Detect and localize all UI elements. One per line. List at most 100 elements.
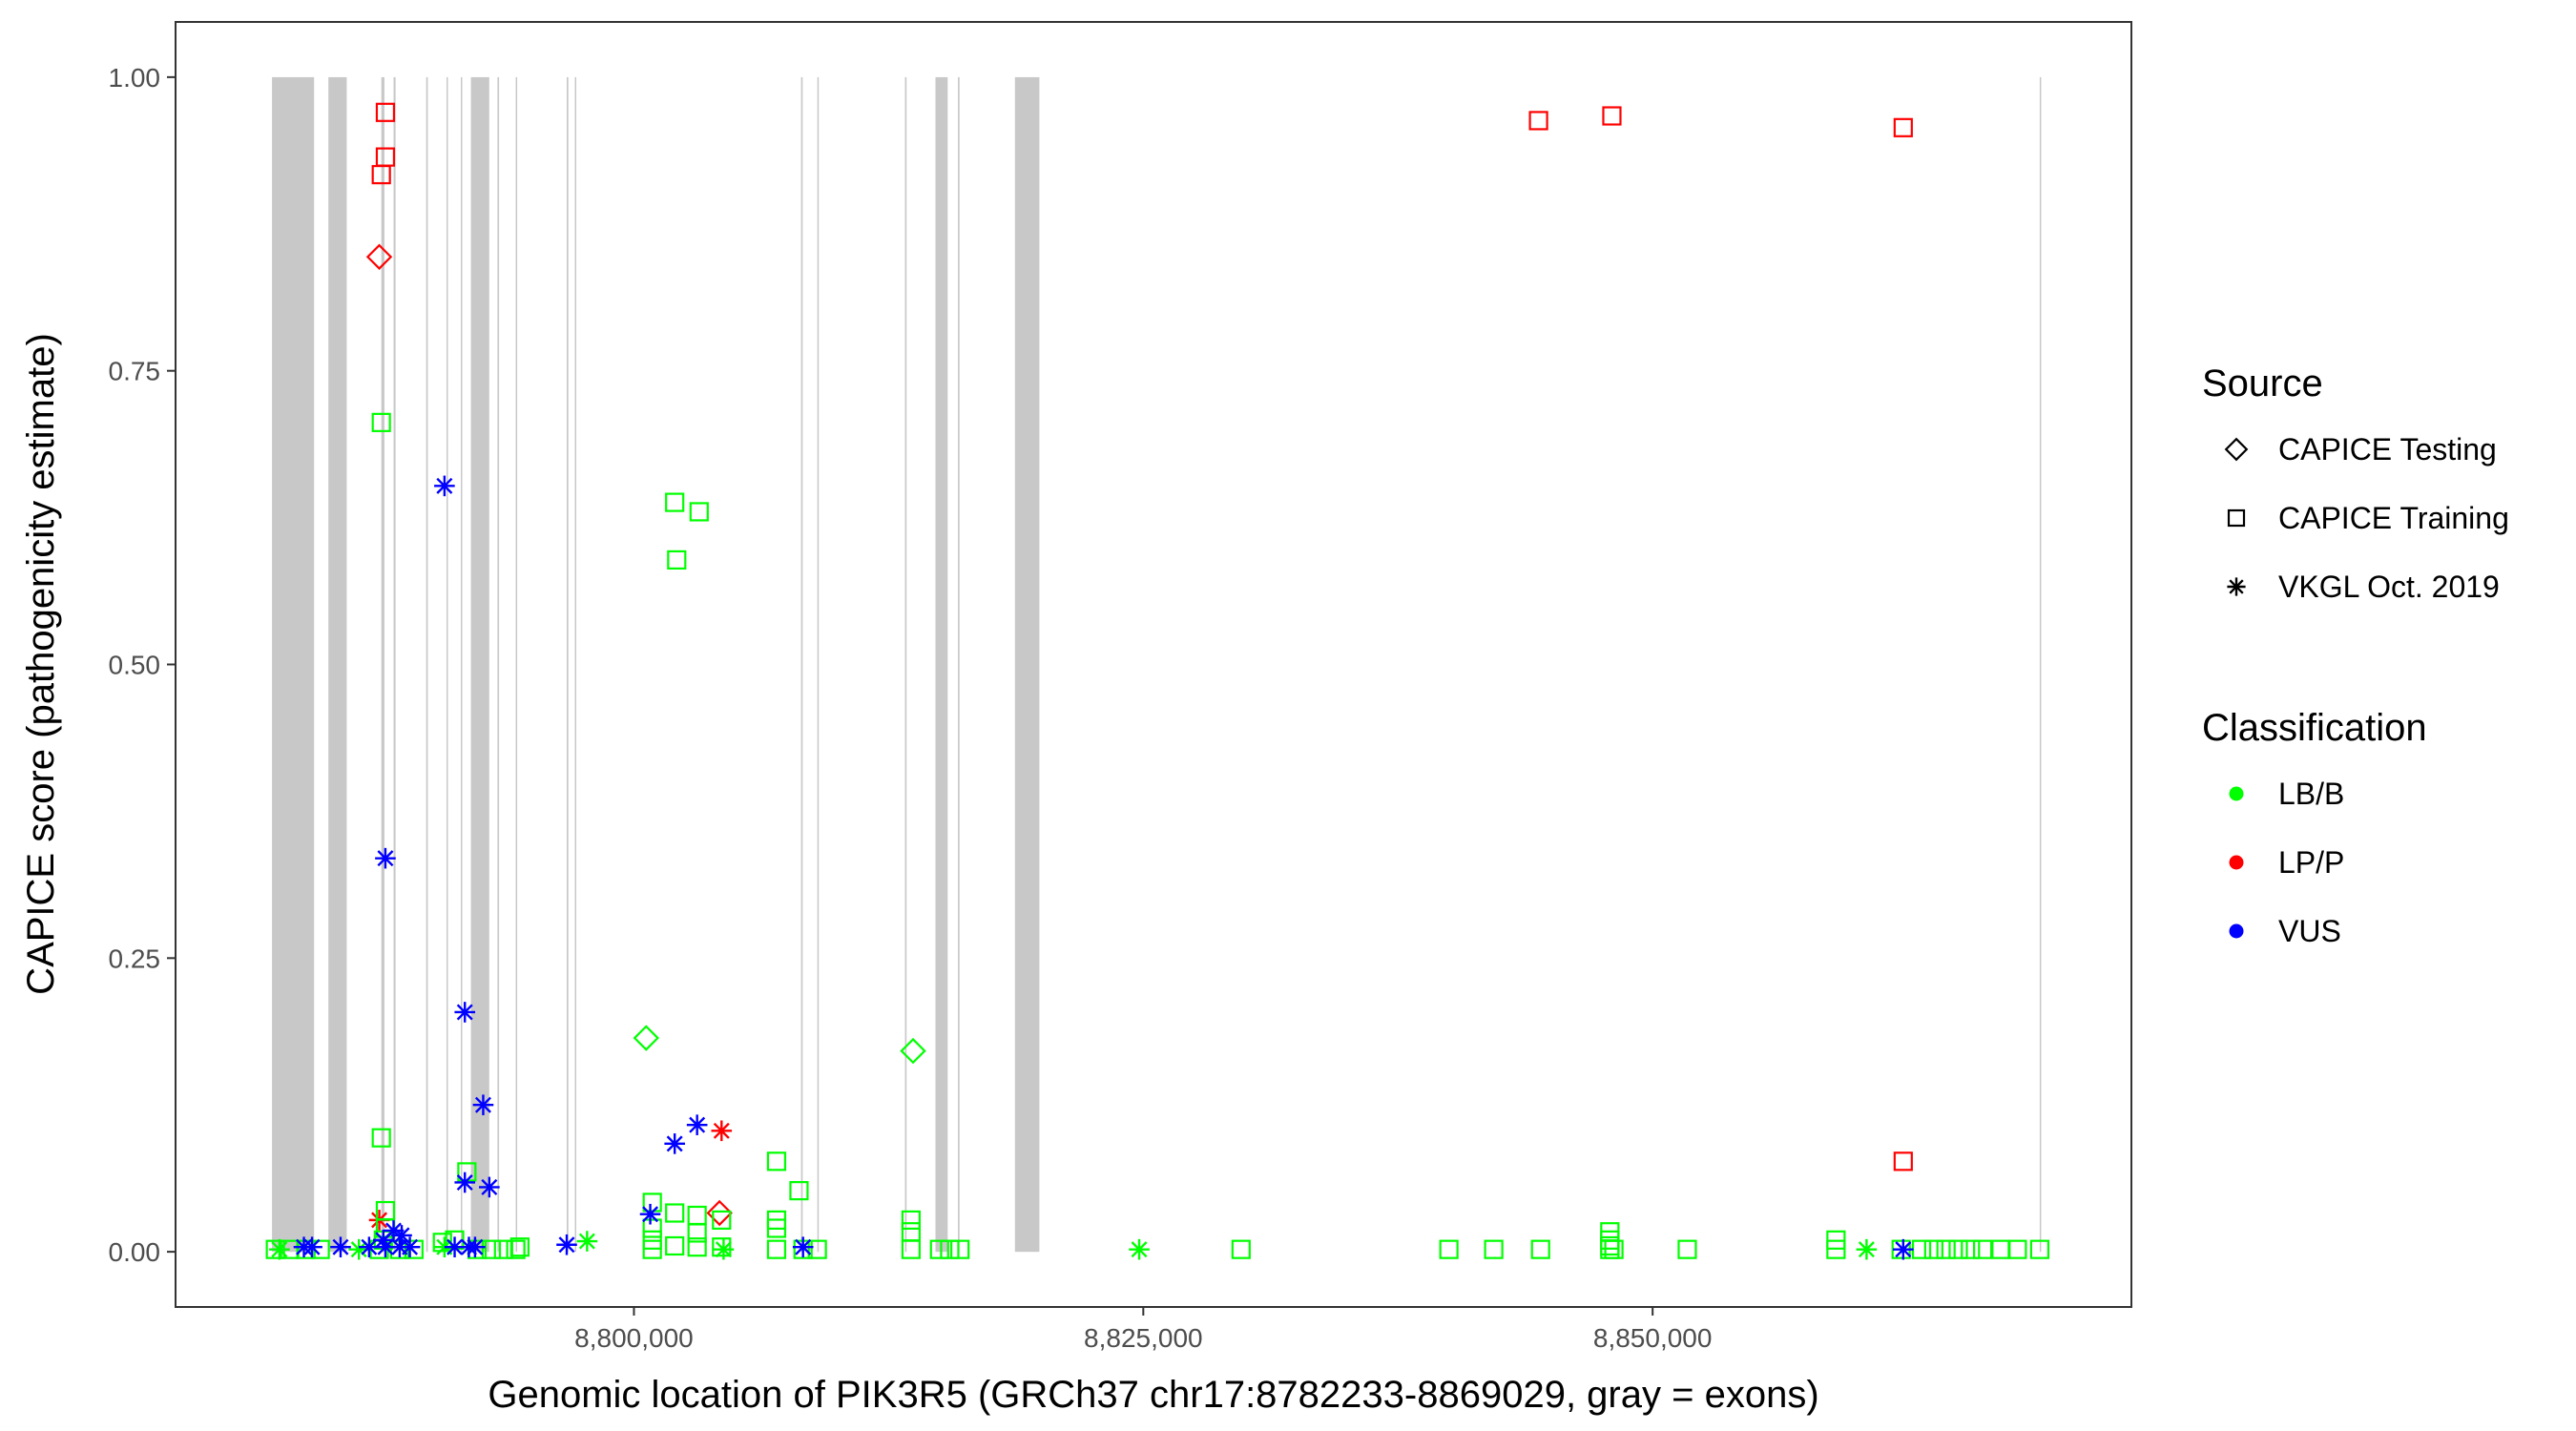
marker-shape: [789, 1181, 809, 1201]
data-point: [375, 847, 396, 869]
marker-shape: [371, 1128, 391, 1148]
marker-shape: [950, 1239, 970, 1259]
data-point: [1677, 1239, 1697, 1259]
data-point: [472, 1094, 494, 1116]
marker-stroke: [393, 1227, 410, 1244]
data-point: [687, 1237, 707, 1257]
exon-band: [328, 76, 347, 1253]
exon-band: [800, 76, 803, 1253]
marker-shape: [766, 1218, 787, 1238]
data-point: [792, 1236, 814, 1258]
legend-source-items: CAPICE Testing CAPICE Training VKGL Oct. 2…: [2224, 432, 2509, 604]
data-point: [1826, 1239, 1846, 1259]
data-point: [667, 550, 687, 570]
data-point: [901, 1210, 921, 1230]
data-point: [1991, 1239, 2011, 1259]
data-point: [712, 1237, 732, 1257]
data-point: [642, 1192, 662, 1213]
data-point: [706, 1199, 733, 1227]
exon-band: [470, 76, 489, 1253]
marker-shape: [506, 1239, 526, 1259]
data-point: [1893, 117, 1913, 137]
data-point: [375, 102, 396, 122]
data-point: [1911, 1239, 1932, 1259]
marker-shape: [706, 1199, 733, 1227]
data-point: [950, 1239, 970, 1259]
marker-stroke: [303, 1238, 321, 1255]
marker-stroke: [350, 1241, 367, 1258]
marker-stroke: [361, 1238, 378, 1255]
legend-source-key: [2227, 508, 2246, 528]
data-point: [665, 492, 685, 512]
legend-class-label: LP/P: [2278, 845, 2344, 880]
marker-stroke: [271, 1241, 288, 1258]
marker-shape: [375, 147, 396, 167]
exon-band: [958, 76, 960, 1253]
data-point: [642, 1218, 662, 1238]
exon-band: [447, 76, 448, 1253]
marker-shape: [1948, 1239, 1968, 1259]
marker-stroke: [1131, 1241, 1148, 1258]
data-point: [1893, 1238, 1914, 1260]
data-point: [766, 1239, 787, 1259]
marker-shape: [1961, 1239, 1981, 1259]
data-point: [481, 1239, 502, 1259]
marker-shape: [1973, 1239, 1993, 1259]
legend: Source CAPICE Testing CAPICE Training VKGL…: [2202, 363, 2509, 948]
legend-class-key: [2229, 923, 2244, 939]
data-point: [901, 1239, 921, 1259]
x-tick-label: 8,800,000: [574, 1323, 694, 1353]
data-point: [404, 1239, 424, 1259]
marker-stroke: [474, 1096, 491, 1113]
marker-stroke: [402, 1238, 419, 1255]
marker-stroke: [332, 1238, 349, 1255]
exon-band: [272, 76, 315, 1253]
marker-shape: [2224, 437, 2249, 462]
data-point: [1923, 1239, 1943, 1259]
data-point: [1602, 106, 1622, 126]
legend-classification-title: Classification: [2202, 707, 2427, 749]
marker-shape: [365, 243, 393, 270]
marker-shape: [1231, 1239, 1251, 1259]
data-point: [686, 1114, 708, 1135]
data-point: [665, 1203, 685, 1223]
marker-shape: [1604, 1239, 1624, 1259]
data-point: [365, 243, 393, 270]
marker-shape: [509, 1237, 530, 1257]
marker-shape: [1530, 1239, 1550, 1259]
exon-band: [574, 76, 576, 1253]
marker-shape: [1923, 1239, 1943, 1259]
data-point: [711, 1120, 733, 1142]
x-tick-label: 8,825,000: [1084, 1323, 1203, 1353]
y-axis-title: CAPICE score (pathogenicity estimate): [20, 333, 62, 995]
data-point: [665, 1235, 685, 1256]
data-point: [940, 1239, 960, 1259]
exon-bands: [272, 76, 2042, 1253]
data-point: [687, 1223, 707, 1243]
legend-source-label: VKGL Oct. 2019: [2278, 570, 2500, 604]
marker-stroke: [558, 1236, 575, 1254]
data-point: [1231, 1239, 1251, 1259]
exon-band: [381, 76, 384, 1253]
data-point: [2007, 1239, 2027, 1259]
marker-stroke: [713, 1122, 730, 1139]
data-point: [301, 1236, 322, 1258]
legend-class-key: [2229, 786, 2244, 801]
data-point: [269, 1238, 290, 1260]
marker-shape: [1602, 106, 1622, 126]
marker-stroke: [2229, 579, 2244, 594]
marker-shape: [940, 1239, 960, 1259]
marker-shape: [712, 1210, 732, 1230]
data-point: [576, 1231, 598, 1252]
data-point: [1961, 1239, 1981, 1259]
marker-stroke: [456, 1174, 473, 1191]
marker-stroke: [481, 1178, 498, 1195]
marker-shape: [1528, 111, 1548, 131]
marker-shape: [371, 164, 391, 185]
legend-classification-items: LB/B LP/P VUS: [2229, 777, 2344, 948]
y-tick-label: 0.50: [109, 651, 161, 680]
data-point: [1893, 1151, 1913, 1172]
legend-source-key: [2224, 437, 2249, 462]
marker-shape: [2029, 1239, 2050, 1259]
data-point: [444, 1236, 466, 1258]
